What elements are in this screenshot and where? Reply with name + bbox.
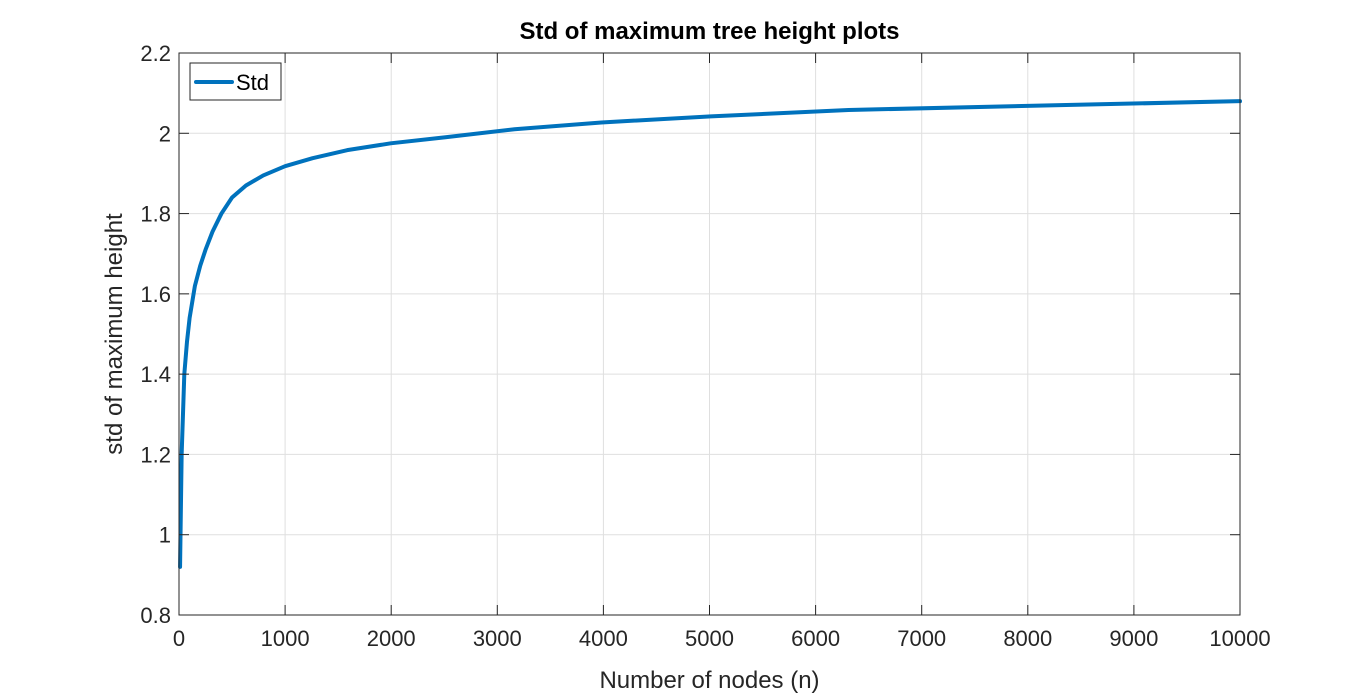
x-axis-title: Number of nodes (n) — [599, 667, 819, 694]
y-axis-ticks: 0.8 1 1.2 1.4 1.6 1.8 2 2.2 — [140, 41, 1240, 628]
legend: Std — [189, 62, 282, 101]
y-axis-title: std of maximum height — [101, 213, 128, 455]
y-tick-label: 0.8 — [140, 603, 171, 628]
x-tick-label: 5000 — [685, 626, 734, 651]
y-tick-label: 1.6 — [140, 282, 171, 307]
y-tick-label: 1 — [159, 523, 171, 548]
x-tick-label: 6000 — [791, 626, 840, 651]
y-tick-label: 2 — [159, 121, 171, 146]
legend-label-std: Std — [236, 70, 269, 95]
x-tick-label: 0 — [173, 626, 185, 651]
x-tick-label: 3000 — [473, 626, 522, 651]
x-tick-label: 7000 — [897, 626, 946, 651]
x-tick-label: 4000 — [579, 626, 628, 651]
series-lines — [178, 99, 1242, 569]
x-axis-ticks: 0 1000 2000 3000 4000 5000 6000 7000 8000 9000 100… — [173, 53, 1271, 651]
y-tick-label: 2.2 — [140, 41, 171, 66]
y-tick-label: 1.4 — [140, 362, 171, 387]
x-tick-label: 2000 — [367, 626, 416, 651]
x-tick-label: 9000 — [1109, 626, 1158, 651]
y-tick-label: 1.2 — [140, 442, 171, 467]
x-tick-label: 8000 — [1003, 626, 1052, 651]
x-tick-label: 10000 — [1209, 626, 1270, 651]
series-line-std — [178, 99, 1242, 569]
chart-title: Std of maximum tree height plots — [519, 18, 899, 45]
x-tick-label: 1000 — [261, 626, 310, 651]
y-tick-label: 1.8 — [140, 202, 171, 227]
